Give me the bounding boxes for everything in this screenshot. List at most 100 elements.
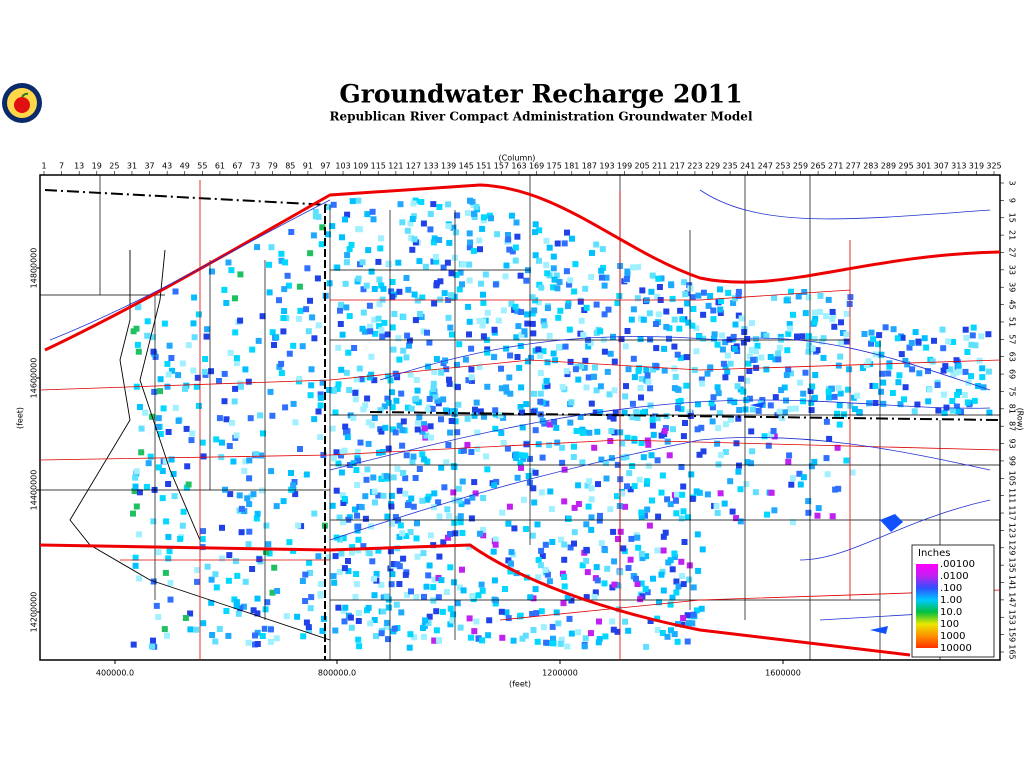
recharge-cell [595, 639, 602, 646]
recharge-cell [339, 331, 346, 338]
recharge-cell [371, 415, 378, 421]
recharge-cell [519, 409, 525, 416]
recharge-cell [583, 304, 590, 311]
column-tick-label: 115 [371, 162, 386, 171]
recharge-cell [420, 550, 427, 557]
recharge-cell [470, 247, 477, 254]
recharge-cell [563, 268, 570, 275]
recharge-cell [667, 601, 674, 608]
recharge-cell [404, 227, 411, 234]
recharge-cell [561, 541, 568, 548]
recharge-cell [246, 528, 253, 535]
recharge-cell [476, 364, 483, 371]
recharge-cell [630, 355, 637, 362]
recharge-cell [788, 481, 795, 488]
recharge-cell [845, 386, 852, 393]
recharge-cell [433, 608, 440, 615]
recharge-cell [454, 384, 461, 391]
legend-label: .0100 [940, 571, 969, 582]
recharge-cell [303, 619, 310, 626]
recharge-cell [381, 403, 388, 410]
recharge-cell [183, 425, 190, 432]
recharge-cell [438, 416, 444, 423]
recharge-cell [464, 210, 471, 217]
recharge-cell [315, 322, 322, 329]
recharge-cell [859, 365, 866, 371]
recharge-cell [414, 297, 421, 304]
recharge-cell [727, 416, 734, 423]
recharge-cell [412, 317, 419, 324]
recharge-cell [435, 499, 442, 506]
recharge-cell [302, 598, 309, 604]
recharge-cell [436, 553, 443, 560]
recharge-cell [650, 366, 657, 373]
x-tick-label: 800000.0 [318, 669, 356, 678]
recharge-cell [472, 406, 478, 413]
recharge-cell [237, 271, 244, 278]
recharge-cell [733, 515, 740, 522]
recharge-cell [640, 454, 647, 461]
recharge-cell [438, 369, 445, 376]
recharge-cell [237, 317, 244, 324]
recharge-cell [659, 630, 666, 636]
recharge-cell [400, 418, 407, 425]
recharge-cell [136, 575, 143, 582]
recharge-cell [406, 644, 413, 651]
column-tick-label: 37 [144, 162, 154, 171]
recharge-cell [433, 627, 440, 634]
recharge-cell [623, 383, 629, 390]
recharge-cell [738, 375, 745, 382]
recharge-cell [784, 347, 791, 354]
recharge-cell [700, 448, 707, 455]
recharge-cell [216, 626, 223, 632]
recharge-cell [336, 514, 343, 521]
recharge-cell [349, 198, 356, 205]
recharge-cell [742, 406, 749, 413]
recharge-cell [610, 528, 617, 535]
recharge-cell [561, 466, 568, 473]
recharge-cell [639, 287, 646, 294]
row-tick-label: 33 [1008, 265, 1017, 275]
recharge-cell [722, 449, 729, 455]
recharge-cell [494, 231, 501, 238]
recharge-cell [787, 325, 794, 332]
recharge-cell [947, 366, 954, 373]
recharge-cell [693, 325, 700, 332]
recharge-cell [338, 452, 344, 459]
recharge-cell [411, 634, 418, 641]
recharge-cell [744, 336, 751, 342]
recharge-cell [466, 543, 473, 550]
recharge-cell [806, 333, 812, 340]
recharge-cell [190, 320, 197, 327]
recharge-cell [290, 400, 297, 407]
recharge-cell [257, 412, 264, 419]
recharge-cell [433, 356, 440, 362]
recharge-cell [366, 302, 373, 309]
recharge-cell [373, 570, 380, 577]
recharge-cell [714, 384, 721, 391]
recharge-cell [225, 632, 232, 639]
recharge-cell [466, 261, 473, 268]
recharge-cell [460, 587, 467, 594]
recharge-cell [714, 341, 721, 348]
recharge-cell [758, 354, 765, 361]
recharge-cell [582, 357, 589, 364]
recharge-cell [565, 516, 572, 522]
recharge-cell [699, 546, 706, 553]
recharge-cell [396, 487, 403, 494]
recharge-cell [540, 318, 547, 325]
recharge-cell [513, 451, 520, 458]
recharge-cell [902, 357, 909, 364]
recharge-cell [838, 319, 844, 326]
recharge-cell [638, 513, 645, 520]
recharge-cell [912, 329, 919, 336]
recharge-cell [355, 197, 362, 204]
recharge-cell [771, 294, 778, 301]
recharge-cell [378, 327, 385, 334]
recharge-cell [498, 385, 505, 392]
recharge-cell [655, 275, 662, 282]
recharge-cell [353, 467, 360, 473]
recharge-cell [385, 445, 392, 452]
recharge-cell [763, 366, 770, 373]
